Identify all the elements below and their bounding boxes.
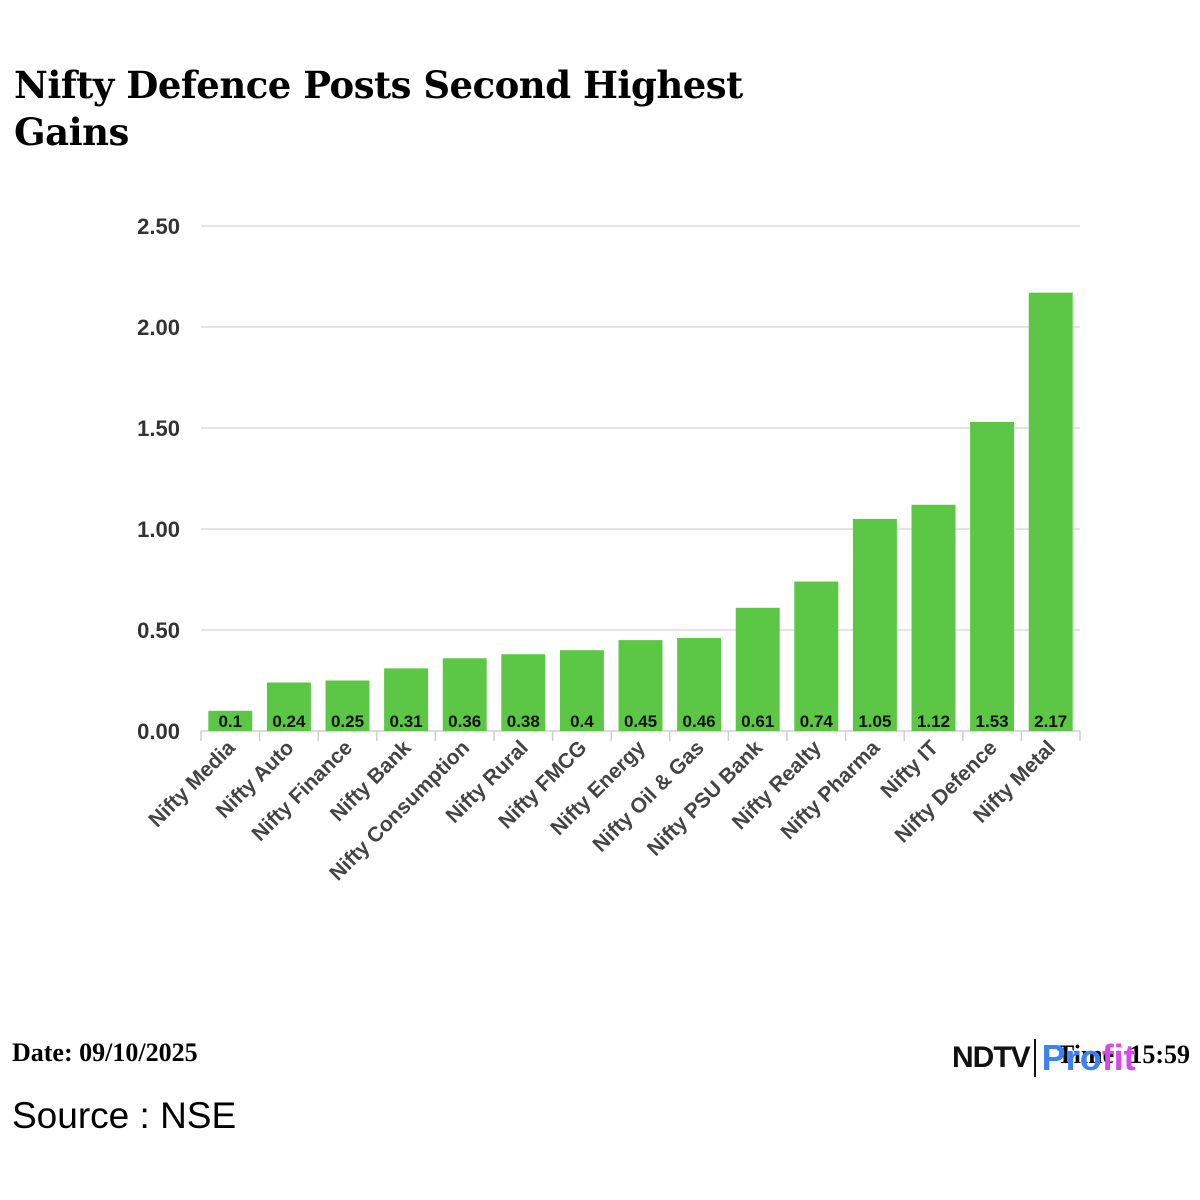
data-label: 0.24 xyxy=(272,712,306,731)
bar xyxy=(970,421,1015,731)
data-label: 0.38 xyxy=(507,712,540,731)
data-label: 0.4 xyxy=(570,712,594,731)
data-label: 1.05 xyxy=(858,712,891,731)
bar xyxy=(208,710,253,731)
x-tick-label: Nifty Finance xyxy=(248,736,358,846)
y-tick-label: 0.00 xyxy=(137,719,180,744)
bar xyxy=(618,640,663,731)
x-tick-label: Nifty Defence xyxy=(890,736,1001,847)
bar xyxy=(384,668,429,731)
chart-title: Nifty Defence Posts Second Highest Gains xyxy=(14,63,743,154)
logo-profit-text: Profit xyxy=(1041,1037,1136,1078)
data-label: 0.36 xyxy=(448,712,481,731)
y-tick-label: 2.50 xyxy=(137,214,180,239)
data-label: 0.25 xyxy=(331,712,364,731)
data-label: 0.31 xyxy=(390,712,423,731)
bar xyxy=(852,518,897,731)
y-tick-label: 2.00 xyxy=(137,315,180,340)
y-tick-label: 0.50 xyxy=(137,618,180,643)
ndtv-profit-logo: NDTV Profit xyxy=(952,1036,1136,1080)
bar xyxy=(1028,292,1073,731)
bar xyxy=(677,638,722,731)
logo-ndtv-text: NDTV xyxy=(952,1041,1031,1074)
date-label: Date: 09/10/2025 xyxy=(12,1038,198,1067)
bar xyxy=(501,654,546,731)
source-label: Source : NSE xyxy=(12,1095,237,1136)
bar xyxy=(794,581,839,731)
bar xyxy=(266,682,311,731)
data-label: 0.1 xyxy=(218,712,242,731)
y-tick-label: 1.50 xyxy=(137,416,180,441)
data-label: 0.61 xyxy=(741,712,774,731)
bar xyxy=(911,504,956,731)
bar xyxy=(325,680,370,731)
data-label: 0.74 xyxy=(800,712,834,731)
data-label: 1.12 xyxy=(917,712,950,731)
data-label: 0.46 xyxy=(683,712,716,731)
data-label: 1.53 xyxy=(976,712,1009,731)
time-label: Time: 15:59 xyxy=(1056,1040,1190,1069)
data-label: 2.17 xyxy=(1034,712,1067,731)
y-tick-label: 1.00 xyxy=(137,517,180,542)
logo-divider xyxy=(1033,1039,1036,1077)
bar xyxy=(735,607,780,731)
bar xyxy=(442,658,487,731)
data-label: 0.45 xyxy=(624,712,657,731)
bar xyxy=(559,650,604,731)
